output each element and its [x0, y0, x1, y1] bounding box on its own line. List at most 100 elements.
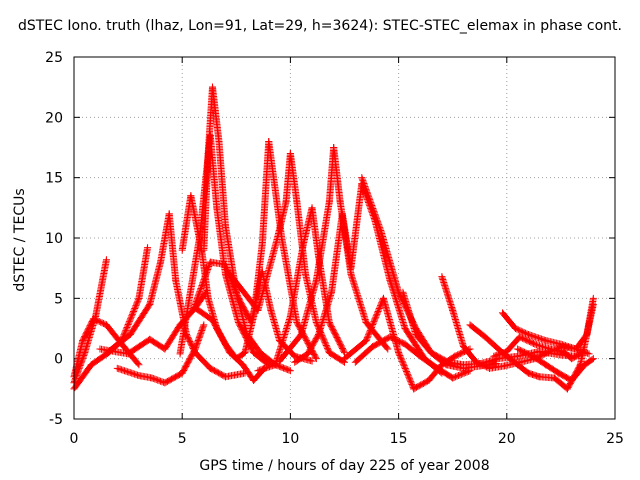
data-point — [196, 286, 204, 294]
data-point — [233, 290, 241, 298]
data-point — [124, 322, 132, 330]
data-point — [198, 327, 206, 335]
data-point — [374, 218, 382, 226]
data-point — [196, 332, 204, 340]
data-point — [363, 187, 371, 195]
chart-title: dSTEC Iono. truth (lhaz, Lon=91, Lat=29,… — [17, 18, 622, 34]
data-point — [407, 379, 415, 387]
data-point — [408, 380, 416, 388]
data-point — [314, 332, 322, 340]
data-point — [121, 328, 129, 336]
data-point — [589, 355, 597, 363]
data-point — [368, 203, 376, 211]
data-point — [369, 204, 377, 212]
data-point — [364, 191, 372, 199]
data-point — [192, 342, 200, 350]
data-point — [358, 174, 366, 182]
data-point — [223, 263, 231, 271]
data-point — [366, 328, 374, 336]
data-point — [361, 182, 369, 190]
data-series — [351, 333, 474, 382]
data-point — [198, 325, 206, 333]
data-point — [465, 367, 473, 375]
data-point — [131, 305, 139, 313]
data-point — [312, 318, 320, 326]
data-point — [204, 264, 212, 272]
data-point — [524, 331, 532, 339]
data-point — [151, 375, 159, 383]
data-point — [368, 323, 376, 331]
data-point — [363, 335, 371, 343]
data-point — [370, 207, 378, 215]
x-tick-label: 0 — [70, 431, 79, 447]
data-point — [369, 321, 377, 329]
data-point — [367, 200, 375, 208]
data-point — [401, 363, 409, 371]
data-series — [490, 333, 587, 363]
data-point — [321, 339, 329, 347]
y-tick-label: 20 — [45, 110, 63, 126]
data-point — [152, 376, 160, 384]
data-point — [95, 318, 103, 326]
data-point — [396, 353, 404, 361]
data-point — [320, 337, 328, 345]
data-point — [233, 291, 241, 299]
data-point — [200, 321, 208, 329]
data-point — [404, 372, 412, 380]
data-point — [194, 338, 202, 346]
x-tick-label: 10 — [281, 431, 299, 447]
data-point — [399, 360, 407, 368]
data-point — [123, 323, 131, 331]
data-point — [359, 177, 367, 185]
data-point — [366, 196, 374, 204]
data-point — [371, 212, 379, 220]
data-point — [258, 365, 266, 373]
data-point — [373, 309, 381, 317]
data-point — [453, 372, 461, 380]
data-point — [366, 197, 374, 205]
data-point — [100, 320, 108, 328]
data-point — [406, 376, 414, 384]
data-point — [367, 325, 375, 333]
data-point — [383, 344, 391, 352]
data-point — [365, 193, 373, 201]
data-point — [368, 202, 376, 210]
data-point — [374, 219, 382, 227]
data-point — [532, 333, 540, 341]
data-point — [312, 353, 320, 361]
data-point — [204, 265, 212, 273]
data-point — [157, 377, 165, 385]
data-point — [477, 360, 485, 368]
data-point — [199, 322, 207, 330]
data-point — [232, 287, 240, 295]
data-point — [520, 329, 528, 337]
x-tick-label: 5 — [178, 431, 187, 447]
data-point — [135, 361, 143, 369]
data-point — [375, 305, 383, 313]
data-point — [97, 318, 105, 326]
data-point — [443, 358, 451, 366]
data-point — [371, 315, 379, 323]
data-point — [134, 297, 142, 305]
data-point — [134, 359, 142, 367]
data-point — [370, 318, 378, 326]
data-point — [193, 295, 201, 303]
data-point — [397, 354, 405, 362]
data-point — [533, 334, 541, 342]
data-point — [319, 334, 327, 342]
y-tick-label: -5 — [49, 412, 63, 428]
data-point — [202, 271, 210, 279]
data-series — [341, 294, 474, 393]
data-point — [193, 296, 201, 304]
data-point — [452, 373, 460, 381]
data-point — [530, 340, 538, 348]
data-point — [360, 181, 368, 189]
data-point — [285, 366, 293, 374]
data-point — [94, 317, 102, 325]
data-point — [406, 375, 414, 383]
data-point — [224, 266, 232, 274]
data-point — [363, 334, 371, 342]
data-point — [370, 316, 378, 324]
data-point — [403, 369, 411, 377]
data-point — [362, 185, 370, 193]
